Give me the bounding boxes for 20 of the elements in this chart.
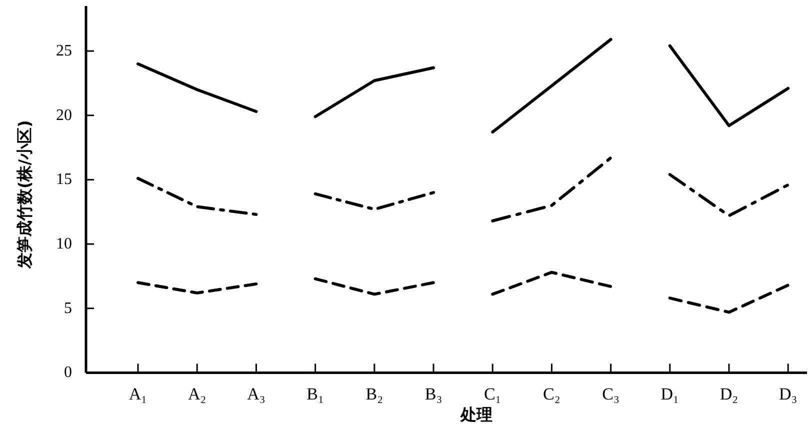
x-tick-label: A₃ bbox=[247, 384, 266, 404]
x-axis-title: 处理 bbox=[460, 405, 492, 424]
y-tick-label: 15 bbox=[56, 171, 72, 188]
x-tick-label: C₂ bbox=[543, 384, 560, 404]
y-tick-label: 5 bbox=[64, 300, 72, 317]
x-tick-label: D₂ bbox=[720, 384, 738, 404]
y-tick-label: 20 bbox=[56, 106, 72, 124]
x-tick-label: B₃ bbox=[424, 384, 442, 404]
x-tick-label: C₃ bbox=[602, 384, 620, 404]
y-tick-label: 25 bbox=[56, 42, 72, 60]
x-tick-label: A₂ bbox=[188, 384, 206, 404]
x-tick-label: D₃ bbox=[778, 384, 798, 404]
x-tick-label: B₂ bbox=[366, 384, 384, 404]
x-tick-label: B₁ bbox=[306, 384, 324, 404]
x-tick-label: C₁ bbox=[484, 384, 502, 404]
y-tick-label: 0 bbox=[64, 364, 72, 382]
x-tick-label: A₁ bbox=[128, 384, 148, 404]
y-tick-label: 10 bbox=[56, 236, 72, 253]
y-axis-title: 发笋成竹数(株/小区) bbox=[15, 120, 34, 270]
x-tick-label: D₁ bbox=[660, 384, 679, 404]
